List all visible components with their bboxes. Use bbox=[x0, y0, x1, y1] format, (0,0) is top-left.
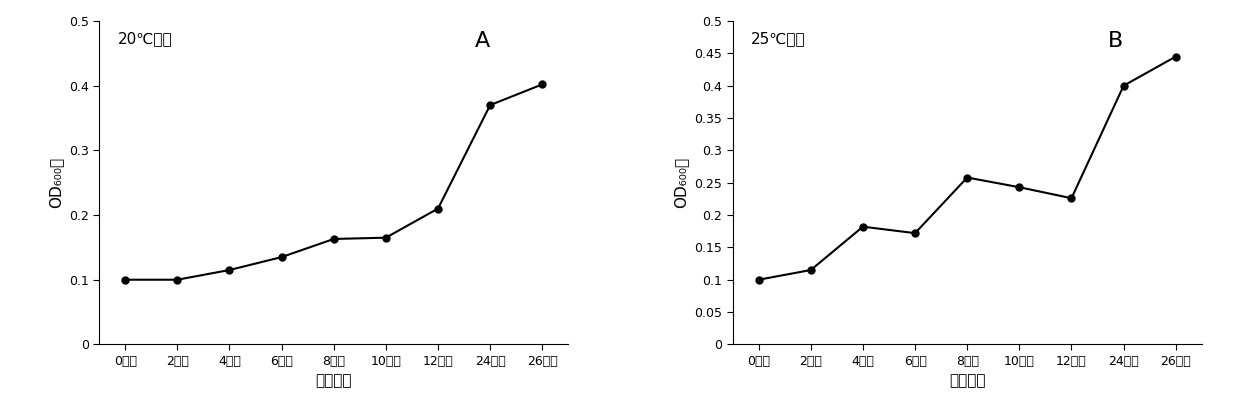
Text: 20℃培养: 20℃培养 bbox=[118, 31, 172, 46]
X-axis label: 培养时间: 培养时间 bbox=[316, 373, 352, 388]
Text: A: A bbox=[475, 31, 489, 51]
Y-axis label: OD₆₀₀値: OD₆₀₀値 bbox=[48, 157, 63, 208]
Y-axis label: OD₆₀₀値: OD₆₀₀値 bbox=[674, 157, 689, 208]
Text: 25℃培养: 25℃培养 bbox=[751, 31, 807, 46]
X-axis label: 培养时间: 培养时间 bbox=[949, 373, 985, 388]
Text: B: B bbox=[1108, 31, 1124, 51]
